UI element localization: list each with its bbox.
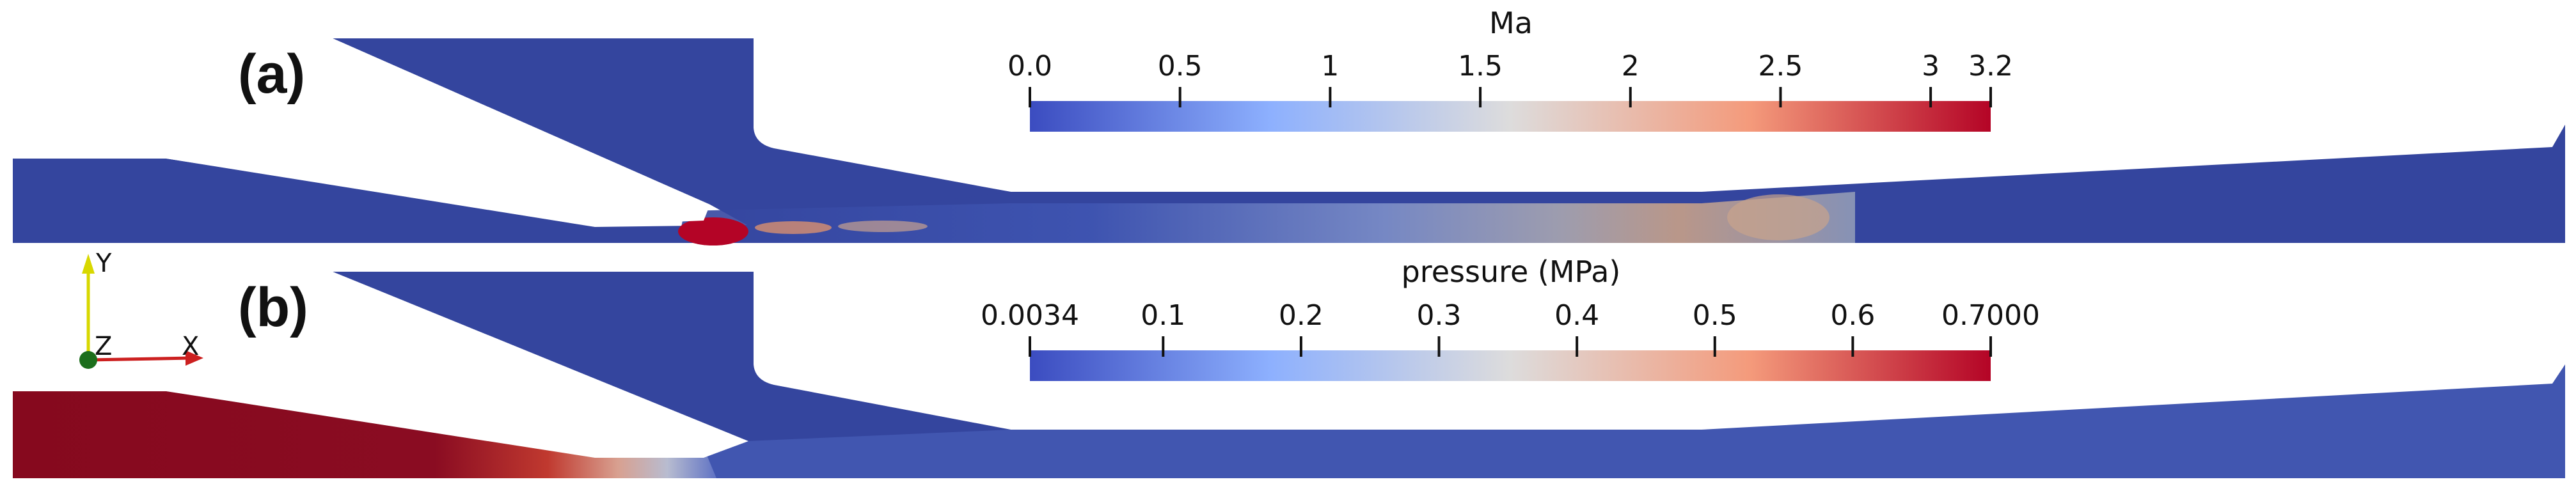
- colorbar-tick-label: 0.5: [1693, 299, 1737, 332]
- colorbar-tick-label: 3.2: [1968, 50, 2013, 82]
- colorbar-title-mach: Ma: [1489, 6, 1533, 40]
- colorbar-title-pressure: pressure (MPa): [1402, 254, 1621, 289]
- axis-label-x: X: [182, 332, 199, 361]
- colorbar-tick-label: 0.0: [1007, 50, 1052, 82]
- pressure-field-suction-chamber: [333, 272, 1011, 441]
- axis-label-y: Y: [95, 249, 112, 278]
- colorbar-tick-label: 3: [1922, 50, 1940, 82]
- colorbar-tick-label: 1.5: [1458, 50, 1503, 82]
- mach-field-domain: [13, 125, 2565, 243]
- mach-field-suction-chamber: [333, 38, 1011, 225]
- primary-nozzle-body: [166, 272, 748, 458]
- panel-a: [13, 38, 2565, 246]
- colorbar-tick-label: 0.5: [1158, 50, 1203, 82]
- colorbar-pressure: pressure (MPa) 0.0034 0.1 0.2 0.3 0.4 0.5 0.6 0…: [981, 254, 2040, 381]
- mach-nozzle-exit-hotspot: [678, 217, 748, 246]
- axis-label-z: Z: [95, 332, 112, 361]
- colorbar-tick-label: 0.4: [1554, 299, 1599, 332]
- panel-label-b: (b): [238, 277, 308, 338]
- colorbar-mach: Ma 0.0 0.5 1 1.5 2 2.5 3 3.2: [1007, 6, 2013, 132]
- colorbar-tick-label: 0.3: [1417, 299, 1462, 332]
- mach-shock-cell: [755, 221, 832, 234]
- pressure-inlet-region: [13, 391, 716, 478]
- panel-b: [13, 272, 2565, 478]
- colorbar-tick-label: 2.5: [1758, 50, 1803, 82]
- colorbar-tick-label: 0.6: [1830, 299, 1875, 332]
- colorbar-tick-label: 0.7000: [1941, 299, 2040, 332]
- xyz-axes-icon: Y Z X: [79, 249, 203, 369]
- mach-shock-cell: [838, 221, 928, 232]
- colorbar-tick-label: 0.1: [1141, 299, 1185, 332]
- primary-nozzle-body: [166, 38, 710, 225]
- colorbar-tick-label: 0.2: [1279, 299, 1324, 332]
- mach-jet-plume: [678, 192, 1855, 243]
- panel-label-a: (a): [238, 43, 305, 105]
- colorbar-gradient-mach: [1030, 101, 1991, 132]
- colorbar-tick-label: 2: [1622, 50, 1640, 82]
- mach-shock-cell: [1727, 194, 1829, 240]
- colorbar-gradient-pressure: [1030, 350, 1991, 381]
- colorbar-tick-label: 0.0034: [981, 299, 1079, 332]
- colorbar-tick-label: 1: [1321, 50, 1339, 82]
